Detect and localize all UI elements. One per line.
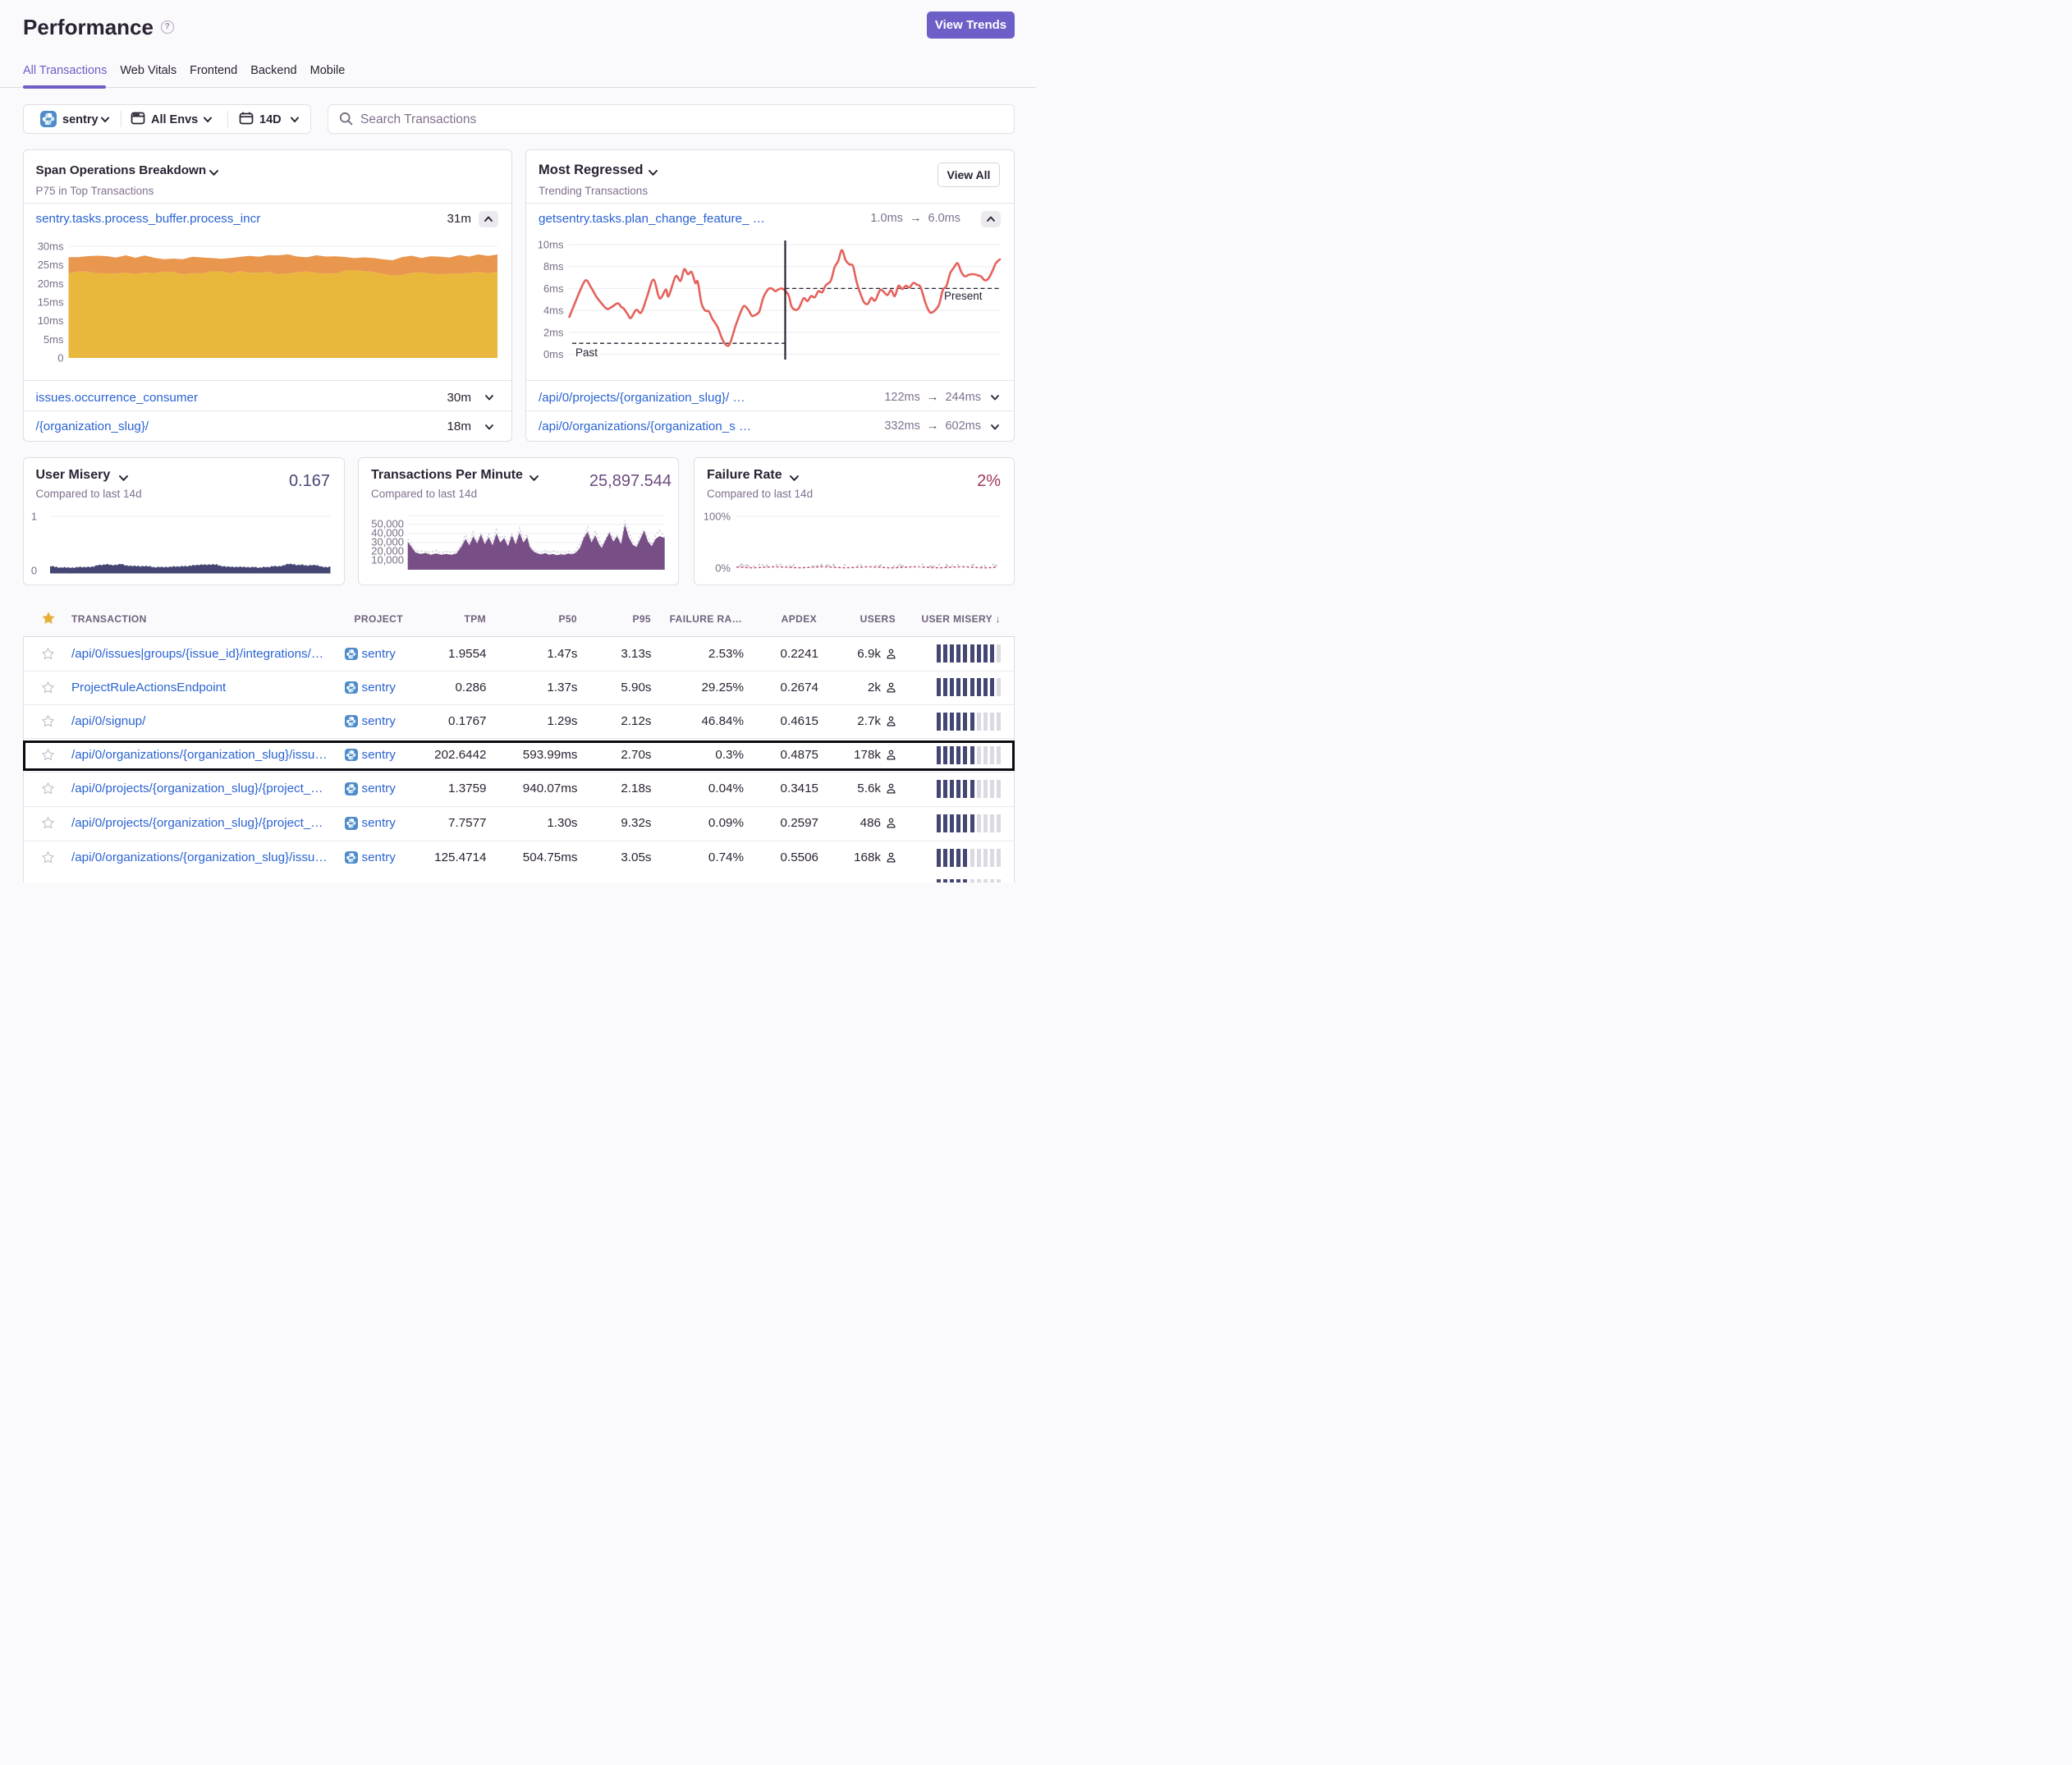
svg-text:10ms: 10ms [538, 239, 564, 251]
svg-text:1: 1 [30, 511, 36, 523]
svg-text:100%: 100% [704, 511, 731, 523]
svg-text:40,000: 40,000 [372, 527, 405, 539]
svg-text:10ms: 10ms [37, 314, 63, 327]
svg-text:15ms: 15ms [37, 296, 63, 309]
svg-text:0: 0 [30, 565, 36, 577]
svg-text:0: 0 [57, 352, 63, 364]
svg-text:Present: Present [944, 290, 983, 302]
svg-text:Past: Past [575, 346, 598, 359]
svg-text:5ms: 5ms [43, 333, 63, 346]
svg-text:20ms: 20ms [37, 277, 63, 290]
svg-text:0%: 0% [715, 562, 731, 575]
svg-text:6ms: 6ms [543, 282, 564, 295]
svg-text:10,000: 10,000 [372, 554, 405, 566]
svg-text:2ms: 2ms [543, 326, 564, 338]
svg-text:25ms: 25ms [37, 259, 63, 271]
svg-text:4ms: 4ms [543, 305, 564, 317]
svg-text:30,000: 30,000 [372, 536, 405, 548]
svg-text:50,000: 50,000 [372, 518, 405, 530]
svg-text:8ms: 8ms [543, 260, 564, 273]
svg-text:0ms: 0ms [543, 348, 564, 360]
svg-text:30ms: 30ms [37, 241, 63, 253]
svg-text:20,000: 20,000 [372, 545, 405, 557]
